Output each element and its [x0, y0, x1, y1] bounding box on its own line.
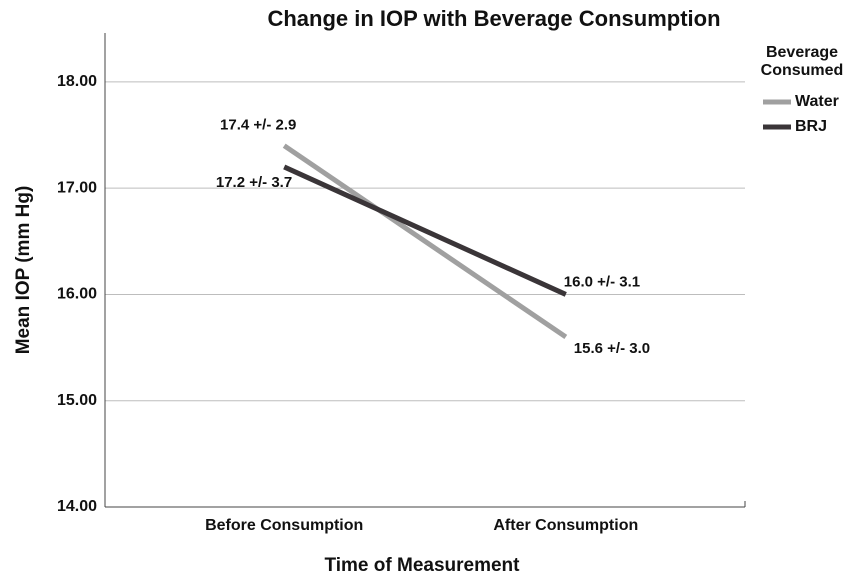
y-tick-label: 18.00 [57, 73, 97, 90]
y-tick-label: 15.00 [57, 392, 97, 409]
y-tick-label: 14.00 [57, 498, 97, 515]
data-label: 17.4 +/- 2.9 [220, 117, 296, 134]
x-tick-label: After Consumption [493, 517, 638, 534]
data-label: 17.2 +/- 3.7 [216, 174, 292, 191]
data-label: 16.0 +/- 3.1 [564, 273, 640, 290]
x-axis-label: Time of Measurement [325, 555, 521, 576]
legend-label: Water [795, 93, 839, 110]
line [283, 164, 567, 297]
y-tick-label: 17.00 [57, 179, 97, 196]
legend-label: BRJ [795, 118, 827, 135]
chart-title: Change in IOP with Beverage Consumption [267, 6, 720, 31]
x-tick-label: Before Consumption [205, 517, 363, 534]
y-axis-label: Mean IOP (mm Hg) [13, 186, 34, 355]
data-label: 15.6 +/- 3.0 [574, 340, 650, 357]
y-tick-label: 16.00 [57, 286, 97, 303]
line [282, 143, 568, 340]
legend-title: Beverage Consumed [760, 44, 844, 79]
